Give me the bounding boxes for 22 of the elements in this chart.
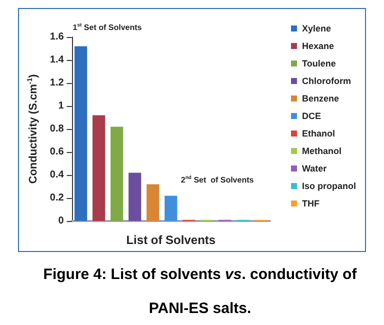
legend-label: Methanol [302, 146, 342, 156]
y-tick-label: 0.4 [50, 170, 64, 180]
legend-label: Toulene [302, 58, 336, 68]
legend-label: Ethanol [302, 128, 335, 138]
y-tick-label: 1.6 [50, 32, 64, 42]
y-tick-label: 1.2 [50, 78, 64, 88]
legend-label: Xylene [302, 24, 332, 34]
legend-label: Chloroform [302, 76, 351, 86]
y-tick-label: 0.8 [50, 124, 64, 134]
legend-label: Benzene [302, 94, 340, 104]
legend-label: Hexane [302, 41, 334, 51]
y-tick-label: 0 [58, 216, 64, 226]
legend-label: Iso propanol [302, 181, 356, 191]
x-axis-title: List of Solvents [126, 232, 216, 247]
legend-label: THF [302, 198, 320, 208]
legend-label: Water [302, 164, 328, 174]
y-tick-label: 0.6 [50, 146, 64, 158]
text: Figure 4: List of solvents vs. conductivity of PANI-ES salts. [42, 265, 358, 319]
y-tick-label: 1 [58, 100, 64, 112]
y-tick-label: 1.4 [50, 54, 64, 66]
y-tick-label: 0.2 [50, 192, 64, 204]
legend-label: DCE [302, 111, 322, 121]
